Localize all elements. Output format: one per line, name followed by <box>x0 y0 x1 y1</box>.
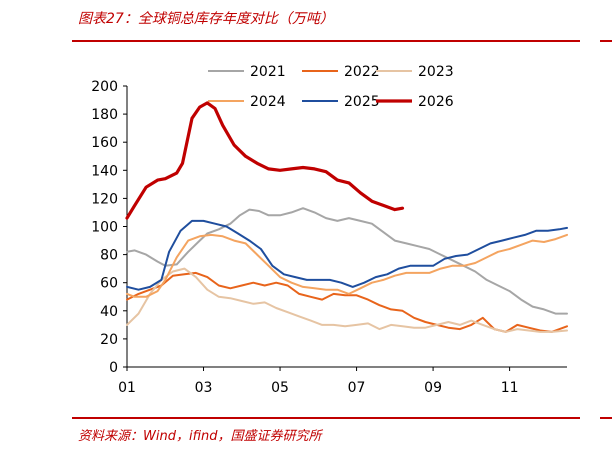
x-tick-label: 01 <box>118 380 136 396</box>
legend-item-2024: 2024 <box>208 94 286 110</box>
chart-title: 图表27：全球铜总库存年度对比（万吨） <box>78 11 334 27</box>
x-tick-label: 11 <box>501 380 519 396</box>
x-axis: 01 03 05 07 09 11 <box>118 366 567 396</box>
x-tick-label: 09 <box>424 380 442 396</box>
series-line-2024 <box>126 233 568 298</box>
bottom-rule-right <box>600 417 612 419</box>
legend-item-2023: 2023 <box>376 64 454 80</box>
source-note: 资料来源：Wind，ifind，国盛证券研究所 <box>78 429 322 444</box>
legend-item-2022: 2022 <box>302 64 380 80</box>
legend-label-2021: 2021 <box>250 64 286 80</box>
series-line-2021 <box>126 207 568 315</box>
series-line-2022 <box>126 271 568 333</box>
x-tick-label: 07 <box>348 380 366 396</box>
legend-label-2026: 2026 <box>418 94 454 110</box>
legend-item-2026: 2026 <box>376 94 454 110</box>
legend-label-2024: 2024 <box>250 94 286 110</box>
y-tick-label: 40 <box>100 304 118 320</box>
legend-label-2025: 2025 <box>344 94 380 110</box>
series-line-2026 <box>125 101 405 220</box>
bottom-rule <box>72 417 580 419</box>
y-tick-label: 60 <box>100 276 118 292</box>
y-tick-label: 180 <box>91 107 118 123</box>
y-tick-label: 20 <box>100 332 118 348</box>
top-rule-right <box>600 40 612 42</box>
series-line-2025 <box>126 219 568 291</box>
y-tick-label: 100 <box>91 220 118 236</box>
legend-item-2025: 2025 <box>302 94 380 110</box>
y-axis: 0 20 40 60 80 100 120 140 160 180 200 <box>91 79 128 376</box>
y-tick-label: 80 <box>100 248 118 264</box>
y-tick-label: 0 <box>109 360 118 376</box>
x-tick-label: 03 <box>195 380 213 396</box>
y-tick-label: 140 <box>91 163 118 179</box>
legend-item-2021: 2021 <box>208 64 286 80</box>
series-line-2023 <box>126 267 568 333</box>
plot-area <box>125 101 568 333</box>
legend-label-2022: 2022 <box>344 64 380 80</box>
x-tick-label: 05 <box>271 380 289 396</box>
y-tick-label: 200 <box>91 79 118 95</box>
top-rule <box>72 40 580 42</box>
legend-label-2023: 2023 <box>418 64 454 80</box>
legend: 2021 2022 2023 2024 2025 2026 <box>208 64 454 110</box>
y-tick-label: 120 <box>91 191 118 207</box>
y-tick-label: 160 <box>91 135 118 151</box>
